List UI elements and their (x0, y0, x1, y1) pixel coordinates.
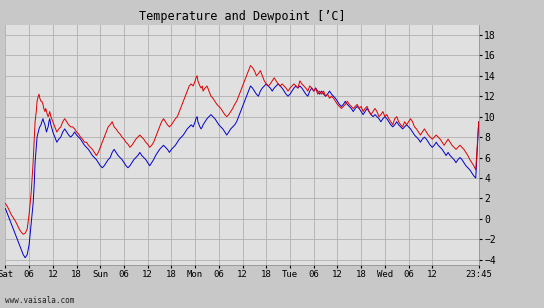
Text: www.vaisala.com: www.vaisala.com (5, 296, 75, 305)
Title: Temperature and Dewpoint [’C]: Temperature and Dewpoint [’C] (139, 10, 345, 23)
